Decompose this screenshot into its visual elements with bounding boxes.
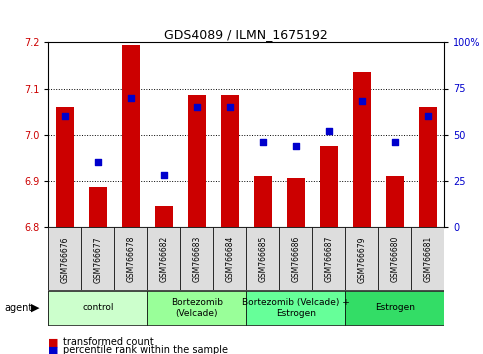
Point	[160, 172, 168, 178]
Point	[358, 98, 366, 104]
Point	[259, 139, 267, 145]
Text: control: control	[82, 303, 114, 313]
Text: Estrogen: Estrogen	[375, 303, 415, 313]
Text: GSM766678: GSM766678	[127, 236, 135, 282]
Point	[61, 113, 69, 119]
Point	[292, 143, 299, 148]
Text: GSM766682: GSM766682	[159, 236, 168, 282]
Text: percentile rank within the sample: percentile rank within the sample	[63, 346, 228, 354]
Point	[193, 104, 201, 110]
Point	[424, 113, 432, 119]
Bar	[287, 178, 305, 227]
Text: GSM766681: GSM766681	[424, 236, 432, 282]
Bar	[254, 176, 272, 227]
Bar	[320, 146, 338, 227]
Bar	[221, 96, 239, 227]
Bar	[180, 227, 213, 290]
Text: Bortezomib
(Velcade): Bortezomib (Velcade)	[171, 298, 223, 318]
Text: GSM766687: GSM766687	[325, 236, 333, 282]
Text: transformed count: transformed count	[63, 337, 154, 347]
Bar	[48, 291, 147, 325]
Bar	[386, 176, 404, 227]
Bar	[353, 73, 371, 227]
Bar	[246, 227, 279, 290]
Text: GSM766683: GSM766683	[192, 236, 201, 282]
Text: GSM766680: GSM766680	[390, 236, 399, 282]
Bar	[147, 291, 246, 325]
Bar	[155, 206, 173, 227]
Text: ■: ■	[48, 346, 59, 354]
Bar	[56, 107, 74, 227]
Bar	[213, 227, 246, 290]
Bar	[412, 227, 444, 290]
Bar	[48, 227, 81, 290]
Bar	[279, 227, 313, 290]
Bar	[89, 188, 107, 227]
Bar	[246, 291, 345, 325]
Bar	[345, 227, 378, 290]
Title: GDS4089 / ILMN_1675192: GDS4089 / ILMN_1675192	[164, 28, 328, 41]
Bar	[419, 107, 437, 227]
Point	[127, 95, 135, 101]
Text: Bortezomib (Velcade) +
Estrogen: Bortezomib (Velcade) + Estrogen	[242, 298, 350, 318]
Point	[391, 139, 399, 145]
Point	[325, 128, 333, 134]
Text: ■: ■	[48, 337, 59, 347]
Bar	[345, 291, 444, 325]
Text: GSM766676: GSM766676	[60, 236, 69, 282]
Bar	[378, 227, 412, 290]
Bar	[114, 227, 147, 290]
Text: ▶: ▶	[31, 303, 40, 313]
Point	[226, 104, 234, 110]
Text: GSM766679: GSM766679	[357, 236, 366, 282]
Text: GSM766677: GSM766677	[93, 236, 102, 282]
Bar	[122, 45, 140, 227]
Bar	[188, 96, 206, 227]
Bar	[313, 227, 345, 290]
Bar	[147, 227, 180, 290]
Text: GSM766686: GSM766686	[291, 236, 300, 282]
Text: agent: agent	[5, 303, 33, 313]
Bar	[81, 227, 114, 290]
Text: GSM766685: GSM766685	[258, 236, 267, 282]
Point	[94, 159, 102, 165]
Text: GSM766684: GSM766684	[226, 236, 234, 282]
